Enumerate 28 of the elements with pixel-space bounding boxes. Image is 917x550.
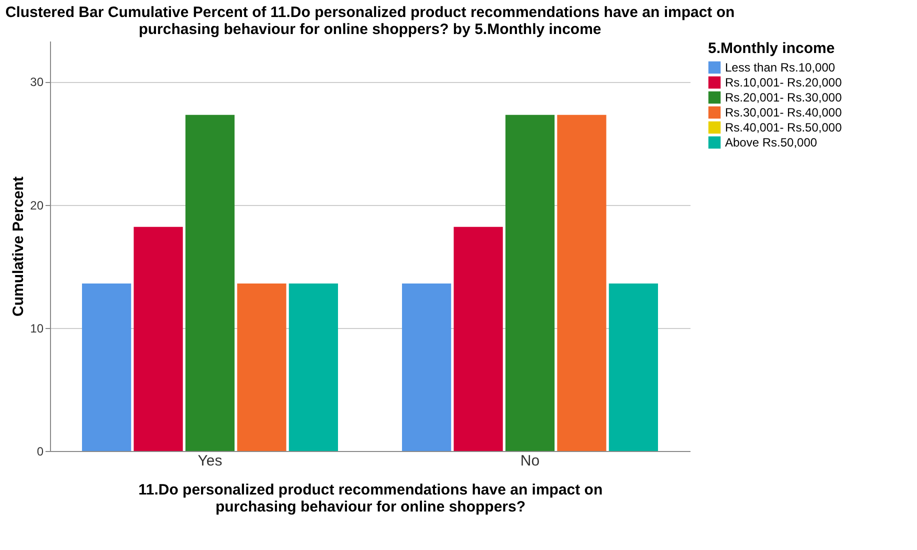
text: purchasing behaviour for online shoppers? by 5.Monthly income bbox=[138, 21, 602, 38]
bar bbox=[608, 284, 658, 451]
bar bbox=[82, 284, 132, 451]
x-tick-label: Yes bbox=[198, 452, 222, 470]
bar bbox=[402, 284, 452, 451]
bar bbox=[134, 226, 183, 451]
text: Clustered Bar Cumulative Percent of 11.Do personalized product recommendations have an impact on bbox=[5, 4, 735, 21]
bar bbox=[237, 284, 286, 451]
legend-label: Rs.40,001- Rs.50,000 bbox=[725, 120, 842, 134]
legend-label: Rs.30,001- Rs.40,000 bbox=[725, 106, 842, 120]
bar bbox=[454, 226, 503, 451]
legend-label: Less than Rs.10,000 bbox=[725, 60, 836, 74]
y-axis-title: Cumulative Percent bbox=[10, 176, 28, 317]
y-tick-label: 0 bbox=[36, 444, 44, 458]
text: purchasing behaviour for online shoppers? bbox=[215, 498, 526, 516]
bar bbox=[557, 114, 606, 451]
y-tick-label: 20 bbox=[30, 198, 44, 212]
y-tick-label: 30 bbox=[30, 75, 44, 90]
x-tick-label: No bbox=[520, 452, 540, 470]
bar bbox=[288, 284, 338, 451]
legend-label: Rs.20,001- Rs.30,000 bbox=[725, 90, 842, 104]
legend-title: 5.Monthly income bbox=[708, 40, 835, 57]
legend-label: Rs.10,001- Rs.20,000 bbox=[725, 76, 842, 90]
bar bbox=[505, 114, 555, 451]
text: 11.Do personalized product recommendations have an impact on bbox=[138, 482, 603, 498]
bar bbox=[185, 114, 235, 451]
y-tick-label: 10 bbox=[30, 321, 44, 336]
legend-label: Above Rs.50,000 bbox=[725, 136, 818, 150]
